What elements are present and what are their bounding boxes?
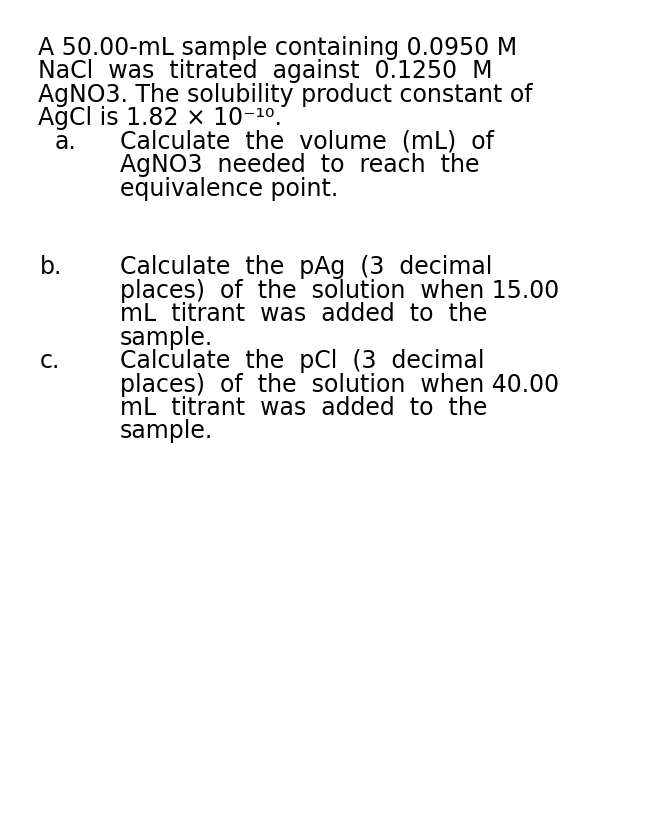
Text: mL  titrant  was  added  to  the: mL titrant was added to the (120, 396, 487, 420)
Text: AgNO3. The solubility product constant of: AgNO3. The solubility product constant o… (38, 83, 533, 107)
Text: Calculate  the  pCl  (3  decimal: Calculate the pCl (3 decimal (120, 349, 484, 373)
Text: AgCl is 1.82 × 10⁻¹⁰.: AgCl is 1.82 × 10⁻¹⁰. (38, 107, 282, 131)
Text: equivalence point.: equivalence point. (120, 177, 338, 201)
Text: sample.: sample. (120, 419, 213, 443)
Text: sample.: sample. (120, 326, 213, 350)
Text: NaCl  was  titrated  against  0.1250  M: NaCl was titrated against 0.1250 M (38, 60, 492, 84)
Text: Calculate  the  pAg  (3  decimal: Calculate the pAg (3 decimal (120, 256, 492, 280)
Text: b.: b. (40, 256, 63, 280)
Text: Calculate  the  volume  (mL)  of: Calculate the volume (mL) of (120, 130, 494, 154)
Text: mL  titrant  was  added  to  the: mL titrant was added to the (120, 302, 487, 326)
Text: places)  of  the  solution  when 15.00: places) of the solution when 15.00 (120, 279, 559, 303)
Text: c.: c. (40, 349, 60, 373)
Text: AgNO3  needed  to  reach  the: AgNO3 needed to reach the (120, 153, 480, 177)
Text: a.: a. (55, 130, 77, 154)
Text: places)  of  the  solution  when 40.00: places) of the solution when 40.00 (120, 372, 559, 396)
Text: A 50.00-mL sample containing 0.0950 M: A 50.00-mL sample containing 0.0950 M (38, 36, 517, 60)
